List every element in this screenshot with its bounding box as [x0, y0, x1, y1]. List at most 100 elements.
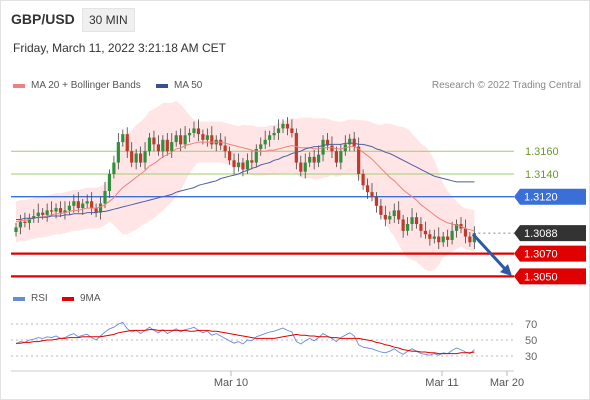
- candle-body: [236, 162, 241, 168]
- legend-rsi: RSI: [13, 293, 48, 304]
- candle-body: [334, 151, 338, 163]
- candle: [125, 127, 129, 159]
- candle: [250, 151, 254, 170]
- level-tag-1.3120: [514, 188, 586, 205]
- candle: [259, 137, 263, 156]
- candle: [463, 219, 468, 244]
- rsi-tick-label: 70: [525, 319, 537, 331]
- candle-body: [454, 224, 459, 231]
- candle-body: [116, 142, 120, 163]
- candle-body: [41, 212, 45, 215]
- candle-body: [67, 205, 71, 211]
- ma20-line: [15, 141, 475, 232]
- candle-body: [107, 173, 112, 192]
- candle: [130, 142, 134, 168]
- candle-body: [32, 216, 36, 219]
- candle-body: [290, 128, 294, 133]
- candle-body: [352, 138, 356, 147]
- candle-body: [423, 230, 427, 235]
- candle: [263, 130, 267, 149]
- candle: [232, 153, 236, 174]
- candle-body: [463, 228, 468, 237]
- candle-body: [90, 201, 94, 209]
- candle-body: [317, 154, 321, 163]
- candle-body: [294, 132, 298, 163]
- bollinger-band: [16, 100, 475, 272]
- candle-body: [268, 135, 272, 140]
- candle-body: [179, 135, 183, 145]
- candle-body: [397, 210, 401, 220]
- candle: [116, 132, 120, 170]
- candle-body: [58, 208, 63, 213]
- header-bar: GBP/USD 30 MIN: [0, 0, 590, 34]
- candle: [36, 203, 40, 223]
- candle-body: [285, 123, 290, 129]
- candle-body: [357, 146, 361, 174]
- candle-body: [303, 162, 307, 172]
- candle-body: [437, 236, 441, 243]
- candle: [468, 231, 472, 247]
- candle: [432, 229, 436, 244]
- legend-ma20-label: MA 20 + Bollinger Bands: [31, 80, 141, 91]
- candle-body: [428, 234, 432, 239]
- candle-body: [196, 128, 201, 135]
- rsi-swatch: [13, 296, 25, 301]
- rsi-tick-label: 50: [525, 335, 537, 347]
- candle-body: [379, 205, 383, 215]
- candle-body: [72, 201, 76, 206]
- candle: [143, 142, 147, 170]
- candle: [219, 132, 223, 151]
- candle: [223, 136, 227, 159]
- candle-body: [76, 201, 80, 209]
- candle-body: [187, 132, 192, 136]
- candle-body: [50, 210, 54, 212]
- candle: [67, 201, 71, 215]
- candle: [428, 229, 432, 246]
- candle: [58, 201, 63, 218]
- candle-body: [263, 139, 267, 145]
- candle-body: [419, 224, 423, 231]
- candle: [27, 213, 31, 230]
- candle-body: [219, 139, 223, 146]
- candle: [330, 136, 334, 159]
- candle-body: [103, 191, 107, 204]
- level-label-1.3160: 1.3160: [525, 146, 559, 158]
- legend-rsi-label: RSI: [31, 293, 48, 304]
- candle: [361, 169, 365, 190]
- candle: [401, 214, 405, 238]
- candle-body: [23, 221, 27, 223]
- candle: [228, 146, 232, 165]
- candle-body: [228, 151, 232, 161]
- candle-body: [45, 210, 49, 215]
- candle-body: [81, 203, 85, 209]
- x-tick-label: Mar 20: [490, 377, 524, 389]
- level-tag-1.3050: [514, 268, 586, 285]
- candle: [397, 201, 401, 225]
- candle-body: [36, 212, 40, 217]
- candle-body: [432, 236, 436, 239]
- candle: [374, 192, 379, 213]
- level-label-1.3050: 1.3050: [524, 271, 558, 283]
- candle-body: [392, 210, 396, 217]
- candle-body: [365, 185, 370, 193]
- candle-body: [183, 135, 187, 145]
- candle: [112, 155, 116, 179]
- candle-body: [223, 145, 227, 152]
- candle-body: [139, 153, 143, 163]
- candle-body: [192, 128, 196, 133]
- candle-body: [147, 137, 152, 152]
- candle-body: [468, 236, 472, 243]
- level-tag-1.3088: [514, 225, 586, 242]
- candle-body: [143, 151, 147, 163]
- candle: [156, 135, 160, 156]
- level-label-1.3140: 1.3140: [525, 169, 559, 181]
- candle: [45, 203, 49, 222]
- candle: [388, 211, 392, 225]
- candle-body: [54, 208, 58, 212]
- rsi-ma-line: [16, 329, 475, 355]
- candle: [174, 130, 178, 147]
- candle: [187, 128, 192, 143]
- candle: [414, 212, 419, 229]
- timeframe-button[interactable]: 30 MIN: [82, 8, 135, 32]
- candle-body: [250, 160, 254, 163]
